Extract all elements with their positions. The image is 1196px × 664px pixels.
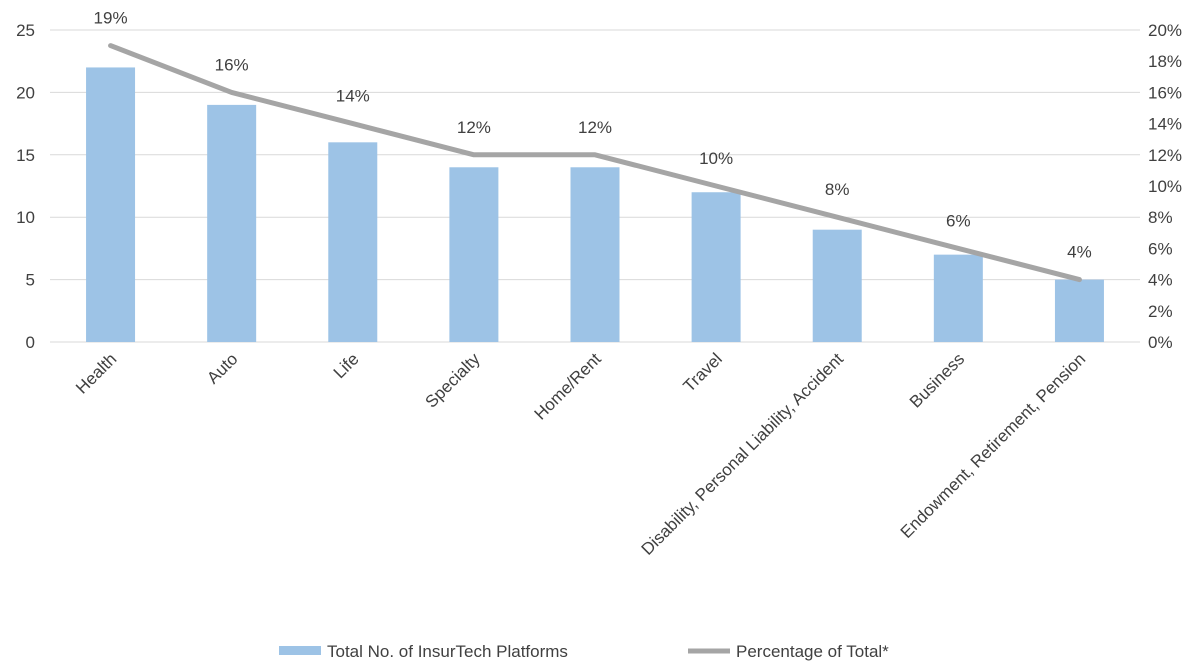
- category-label: Disability, Personal Liability, Accident: [638, 349, 848, 559]
- category-labels: Health Auto Life Specialty Home/Rent TravelDi…: [72, 349, 1089, 559]
- right-tick-label: 4%: [1148, 271, 1173, 290]
- data-label: 4%: [1067, 243, 1092, 262]
- line-data-labels: 19% 16% 14% 12% 12% 10% 8% 6% 4%: [94, 9, 1092, 262]
- category-label: Business: [906, 349, 968, 411]
- bar: [207, 104, 257, 342]
- legend-label-line: Percentage of Total*: [736, 642, 889, 661]
- category-label: Specialty: [422, 349, 485, 412]
- data-label: 8%: [825, 180, 850, 199]
- right-tick-label: 0%: [1148, 333, 1173, 352]
- right-axis-ticks: 0% 2% 4% 6% 8% 10% 12% 14% 16% 18% 20%: [1148, 21, 1182, 352]
- line-series: [108, 43, 1082, 283]
- data-label: 12%: [578, 118, 612, 137]
- category-label: Home/Rent: [531, 349, 605, 423]
- right-tick-label: 8%: [1148, 208, 1173, 227]
- right-tick-label: 12%: [1148, 146, 1182, 165]
- legend-label-bar: Total No. of InsurTech Platforms: [327, 642, 568, 661]
- data-label: 14%: [336, 87, 370, 106]
- right-tick-label: 14%: [1148, 115, 1182, 134]
- bar: [328, 142, 378, 342]
- legend: Total No. of InsurTech Platforms Percent…: [279, 642, 889, 661]
- right-tick-label: 20%: [1148, 21, 1182, 40]
- category-label: Life: [330, 349, 363, 382]
- right-tick-label: 2%: [1148, 302, 1173, 321]
- data-label: 19%: [94, 9, 128, 28]
- category-label: Travel: [680, 349, 726, 395]
- bar: [691, 192, 741, 342]
- bar: [449, 167, 499, 342]
- left-tick-label: 15: [16, 146, 35, 165]
- left-tick-label: 20: [16, 83, 35, 102]
- right-tick-label: 6%: [1148, 239, 1173, 258]
- left-tick-label: 0: [26, 333, 35, 352]
- category-label: Health: [72, 349, 120, 397]
- bar: [812, 229, 862, 342]
- bar-series: [86, 67, 1104, 342]
- left-tick-label: 25: [16, 21, 35, 40]
- data-label: 12%: [457, 118, 491, 137]
- right-tick-label: 16%: [1148, 83, 1182, 102]
- data-label: 6%: [946, 211, 971, 230]
- legend-swatch-bar: [279, 646, 321, 655]
- bar: [570, 167, 620, 342]
- data-label: 16%: [215, 55, 249, 74]
- left-tick-label: 10: [16, 208, 35, 227]
- bar: [1054, 279, 1104, 342]
- right-tick-label: 10%: [1148, 177, 1182, 196]
- left-axis-ticks: 0 5 10 15 20 25: [16, 21, 35, 352]
- left-tick-label: 5: [26, 271, 35, 290]
- right-tick-label: 18%: [1148, 52, 1182, 71]
- data-label: 10%: [699, 149, 733, 168]
- series-line: [108, 43, 1082, 283]
- category-label: Auto: [203, 349, 241, 387]
- bar: [933, 254, 983, 342]
- bar: [86, 67, 136, 342]
